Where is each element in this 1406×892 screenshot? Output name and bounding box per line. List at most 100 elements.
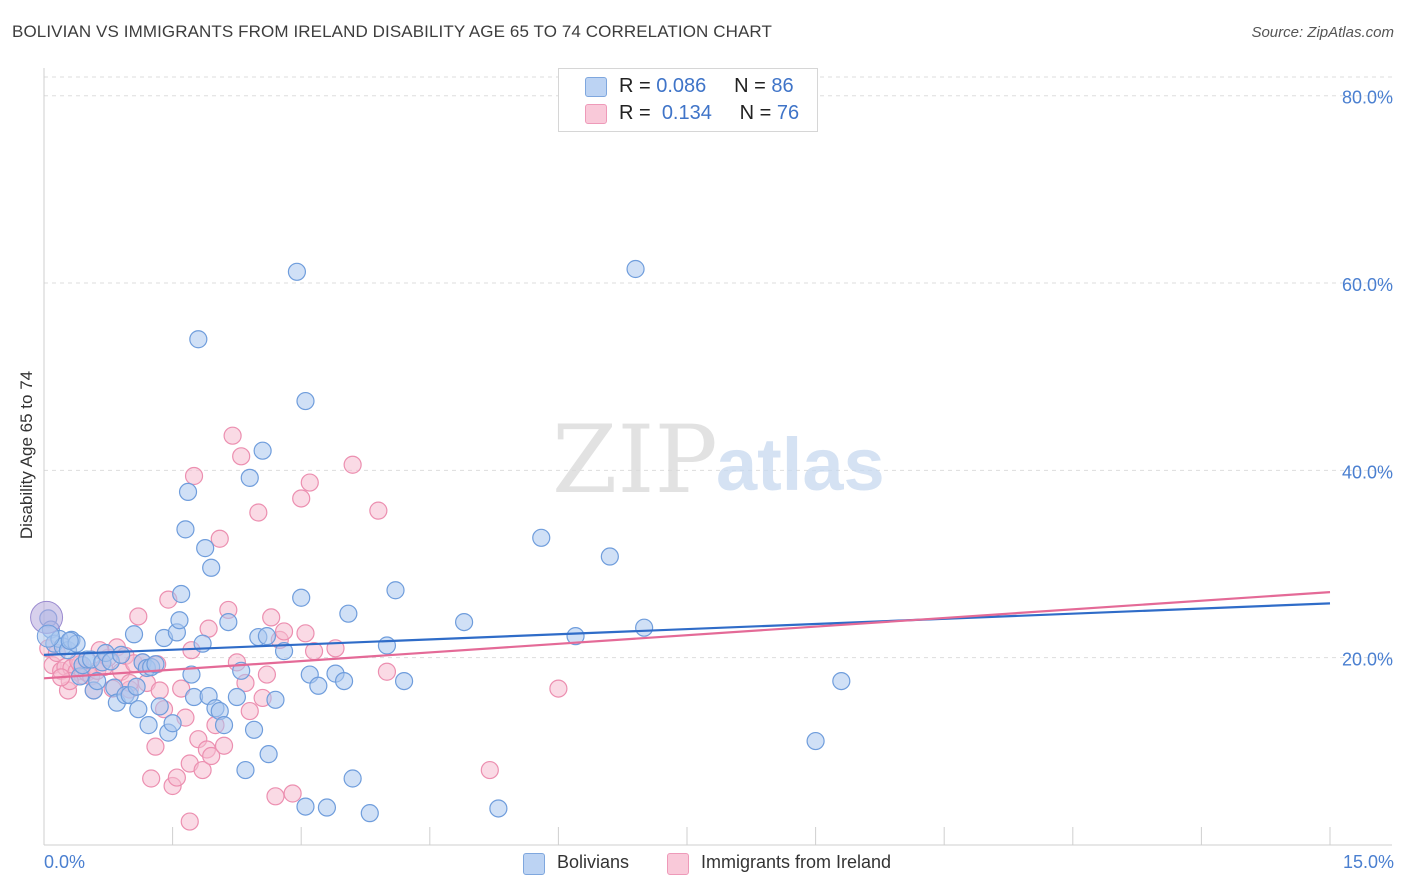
- bolivian-point: [244, 720, 264, 739]
- bolivian-point: [259, 745, 278, 764]
- ireland-point: [232, 447, 251, 466]
- ireland-point: [343, 455, 362, 474]
- ireland-point: [214, 736, 234, 755]
- ireland-point: [480, 760, 499, 780]
- bolivian-point: [287, 262, 307, 281]
- axes: [43, 68, 1392, 846]
- bolivian-point: [88, 671, 107, 691]
- bolivian-point: [176, 520, 195, 539]
- ireland-swatch: [585, 104, 607, 124]
- ireland-point: [262, 608, 281, 627]
- ireland-point: [283, 784, 302, 803]
- n-value: 86: [771, 75, 794, 97]
- bolivian-point: [178, 482, 198, 502]
- bolivian-point: [360, 804, 379, 823]
- ireland-trendline: [43, 591, 1331, 680]
- bolivian-point: [635, 618, 654, 637]
- bolivian-point: [489, 799, 508, 818]
- bolivian-point: [566, 627, 585, 646]
- bolivian-point: [317, 798, 337, 817]
- ireland-point: [172, 679, 191, 698]
- bolivian-point: [806, 731, 825, 751]
- y-tick-label: 60.0%: [1342, 275, 1393, 295]
- ireland-point: [377, 662, 397, 681]
- ireland-points: [39, 426, 568, 831]
- bolivian-point: [240, 468, 259, 487]
- bolivian-point: [377, 636, 397, 655]
- bolivian-point: [334, 671, 354, 691]
- y-tick-label: 20.0%: [1342, 650, 1393, 670]
- ireland-point: [300, 473, 319, 492]
- y-tick-label: 40.0%: [1342, 462, 1393, 482]
- bolivian-point: [274, 642, 294, 661]
- ireland-swatch: [667, 853, 689, 875]
- bolivian-point: [394, 671, 414, 691]
- n-label: N =: [734, 75, 766, 97]
- y-tick-label: 80.0%: [1342, 88, 1393, 108]
- ireland-point: [210, 529, 229, 548]
- ireland-point: [274, 622, 294, 641]
- trend-lines: [43, 591, 1331, 680]
- ireland-point: [249, 503, 268, 522]
- bolivian-point: [227, 687, 246, 707]
- bolivian-point: [236, 760, 255, 780]
- bolivian-point: [202, 558, 221, 577]
- bolivian-point: [124, 625, 144, 644]
- gridlines: [44, 76, 1392, 659]
- bolivian-point: [163, 714, 182, 733]
- n-value: 76: [776, 102, 800, 124]
- ireland-point: [202, 746, 221, 766]
- ireland-point: [142, 769, 161, 788]
- ireland-point: [129, 607, 148, 626]
- bolivians-swatch: [585, 77, 607, 97]
- source-note: Source: ZipAtlas.com: [1251, 24, 1394, 41]
- bolivian-point: [532, 528, 551, 547]
- ireland-point: [223, 426, 242, 445]
- bolivian-point: [182, 665, 201, 684]
- ireland-point: [549, 679, 568, 698]
- bolivian-point: [232, 661, 251, 680]
- watermark-atlas: atlas: [716, 423, 885, 506]
- r-value: 0.086: [656, 75, 707, 97]
- legend-label: Immigrants from Ireland: [701, 852, 892, 872]
- ireland-point: [180, 812, 199, 831]
- bolivian-point: [600, 547, 619, 566]
- bolivian-point: [292, 588, 311, 607]
- bolivian-point: [219, 612, 238, 632]
- ireland-point: [184, 466, 204, 486]
- bolivian-point: [139, 716, 158, 735]
- bolivian-point: [266, 690, 285, 709]
- r-label: R =: [619, 102, 651, 124]
- bolivian-point: [196, 539, 215, 558]
- bolivian-point: [150, 697, 169, 716]
- ireland-point: [257, 665, 277, 684]
- bolivian-point: [257, 627, 277, 646]
- bolivian-point: [296, 391, 315, 411]
- correlation-legend: R = 0.086 N = 86 R = 0.134 N = 76: [558, 68, 818, 132]
- bolivian-point: [129, 700, 148, 719]
- bolivian-point: [127, 677, 146, 696]
- ireland-point: [193, 760, 212, 780]
- bolivian-point: [253, 441, 272, 460]
- x-tick-min: 0.0%: [44, 852, 86, 872]
- bolivian-point: [146, 655, 165, 674]
- y-tick-labels: 20.0% 40.0% 60.0% 80.0%: [1342, 88, 1393, 670]
- bolivian-point: [339, 604, 358, 623]
- bolivian-point: [170, 611, 189, 630]
- bolivian-point: [343, 769, 362, 788]
- bolivian-point: [189, 330, 208, 349]
- bolivian-point: [60, 631, 79, 650]
- ireland-point: [167, 768, 186, 787]
- ireland-point: [266, 787, 285, 806]
- ireland-point: [296, 624, 315, 643]
- ireland-point: [146, 737, 165, 756]
- bolivian-point: [112, 645, 131, 664]
- ireland-point: [150, 681, 169, 700]
- bolivian-point: [309, 676, 328, 695]
- bolivian-point-large: [36, 624, 60, 648]
- bolivian-point: [626, 259, 645, 279]
- bolivians-swatch: [523, 853, 545, 875]
- ireland-point: [292, 489, 311, 508]
- bolivian-point: [296, 797, 315, 816]
- chart-title: BOLIVIAN VS IMMIGRANTS FROM IRELAND DISA…: [12, 22, 772, 41]
